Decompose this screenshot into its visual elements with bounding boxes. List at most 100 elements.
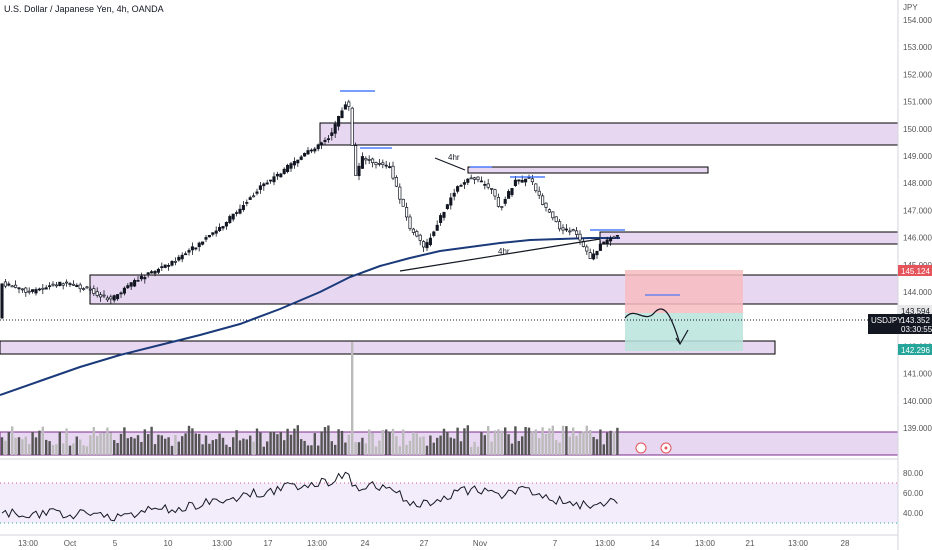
volume-bar — [140, 441, 143, 455]
volume-bar — [595, 439, 599, 455]
candle-body — [357, 165, 361, 177]
candle-body — [609, 238, 613, 242]
volume-bar — [153, 444, 157, 455]
volume-bar — [419, 437, 422, 455]
volume-bar — [55, 444, 58, 455]
rsi-tick: 80.00 — [903, 469, 924, 478]
volume-bar — [51, 445, 55, 455]
candle-body — [41, 287, 45, 290]
price-tick: 144.000 — [903, 288, 932, 297]
volume-bar — [616, 427, 619, 455]
candle-body — [425, 242, 429, 249]
candle-body — [160, 266, 164, 269]
candle-body — [71, 283, 75, 286]
candle-body — [479, 180, 483, 183]
candle-body — [136, 280, 140, 282]
candle-body — [241, 205, 245, 210]
volume-bar — [7, 432, 10, 455]
volume-bar — [568, 436, 571, 455]
volume-bar — [544, 433, 548, 455]
time-axis[interactable]: 13:00 Oct 5 10 13:00 17 13:00 24 27 Nov 7 13:00 14 13… — [18, 539, 850, 548]
candle-body — [401, 198, 405, 207]
candle-body — [235, 212, 239, 214]
volume-bar — [340, 430, 344, 455]
candle-body — [150, 271, 154, 274]
flag-icon[interactable] — [635, 442, 647, 454]
candle-body — [187, 250, 191, 253]
candle-body — [44, 287, 48, 290]
projected-arrow — [675, 329, 689, 346]
volume-bar — [497, 429, 500, 455]
candle-body — [364, 158, 368, 161]
candle-body — [408, 216, 412, 229]
volume-bar — [62, 443, 65, 455]
price-tick: 150.000 — [903, 125, 932, 134]
volume-bar — [150, 426, 153, 455]
price-tick: 140.000 — [903, 397, 932, 406]
time-tick: Oct — [64, 539, 77, 548]
candle-body — [303, 152, 307, 157]
candle-body — [153, 270, 157, 274]
annotation-4hr-2: 4hr — [498, 247, 510, 256]
volume-bar — [24, 436, 27, 455]
volume-bar — [476, 446, 480, 455]
volume-bar — [303, 440, 306, 455]
volume-bar — [99, 433, 102, 455]
volume-bar — [208, 443, 211, 455]
volume-bar — [361, 437, 364, 455]
volume-bar — [466, 425, 469, 455]
candle-body — [214, 230, 218, 234]
candle-body — [530, 178, 534, 183]
volume-bar — [354, 441, 357, 455]
candle-body — [126, 285, 130, 289]
rsi-tick: 40.00 — [903, 509, 924, 518]
candle-body — [432, 231, 436, 236]
event-icons[interactable] — [635, 442, 672, 454]
trendline-support — [399, 238, 601, 272]
volume-bar — [116, 442, 119, 455]
projected-path — [624, 308, 681, 345]
candle-body — [37, 288, 41, 291]
volume-bar — [490, 441, 493, 455]
candle-body — [466, 178, 470, 183]
volume-bar — [218, 433, 221, 455]
candle-body — [218, 226, 222, 232]
candle-body — [211, 232, 215, 235]
volume-bar — [453, 438, 456, 455]
candle-body — [490, 187, 494, 190]
volume-bar — [317, 445, 320, 455]
candle-body — [367, 159, 371, 161]
countdown: 03:30:55 — [901, 325, 932, 334]
candle-body — [517, 179, 521, 182]
volume-bar — [606, 432, 609, 455]
candle-body — [330, 132, 334, 136]
volume-bar — [249, 435, 252, 455]
price-axis[interactable]: 154.000 153.000 152.000 151.000 150.000 149.0… — [903, 16, 932, 433]
candle-body — [615, 235, 619, 237]
time-tick: 14 — [651, 539, 660, 548]
moving-average-line — [0, 237, 620, 396]
volume-bar — [170, 445, 174, 455]
volume-bar — [402, 429, 405, 455]
volume-bar — [75, 436, 78, 455]
candle-body — [473, 177, 477, 180]
currency-label: JPY — [903, 3, 918, 12]
candle-body — [99, 294, 103, 298]
candle-body — [483, 183, 487, 186]
candle-body — [343, 104, 347, 110]
candle-body — [340, 110, 344, 119]
volume-bar — [113, 440, 116, 455]
time-tick: 7 — [553, 539, 558, 548]
volume-bars — [0, 342, 619, 455]
volume-bar — [289, 434, 293, 455]
volume-bar — [310, 445, 313, 455]
take-profit-area — [625, 313, 743, 351]
candle-body — [228, 216, 232, 223]
candle-body — [102, 294, 106, 297]
candle-body — [197, 242, 201, 248]
candle-body — [129, 282, 133, 287]
volume-bar — [252, 441, 255, 455]
candle-body — [578, 233, 582, 241]
candle-body — [592, 253, 596, 260]
